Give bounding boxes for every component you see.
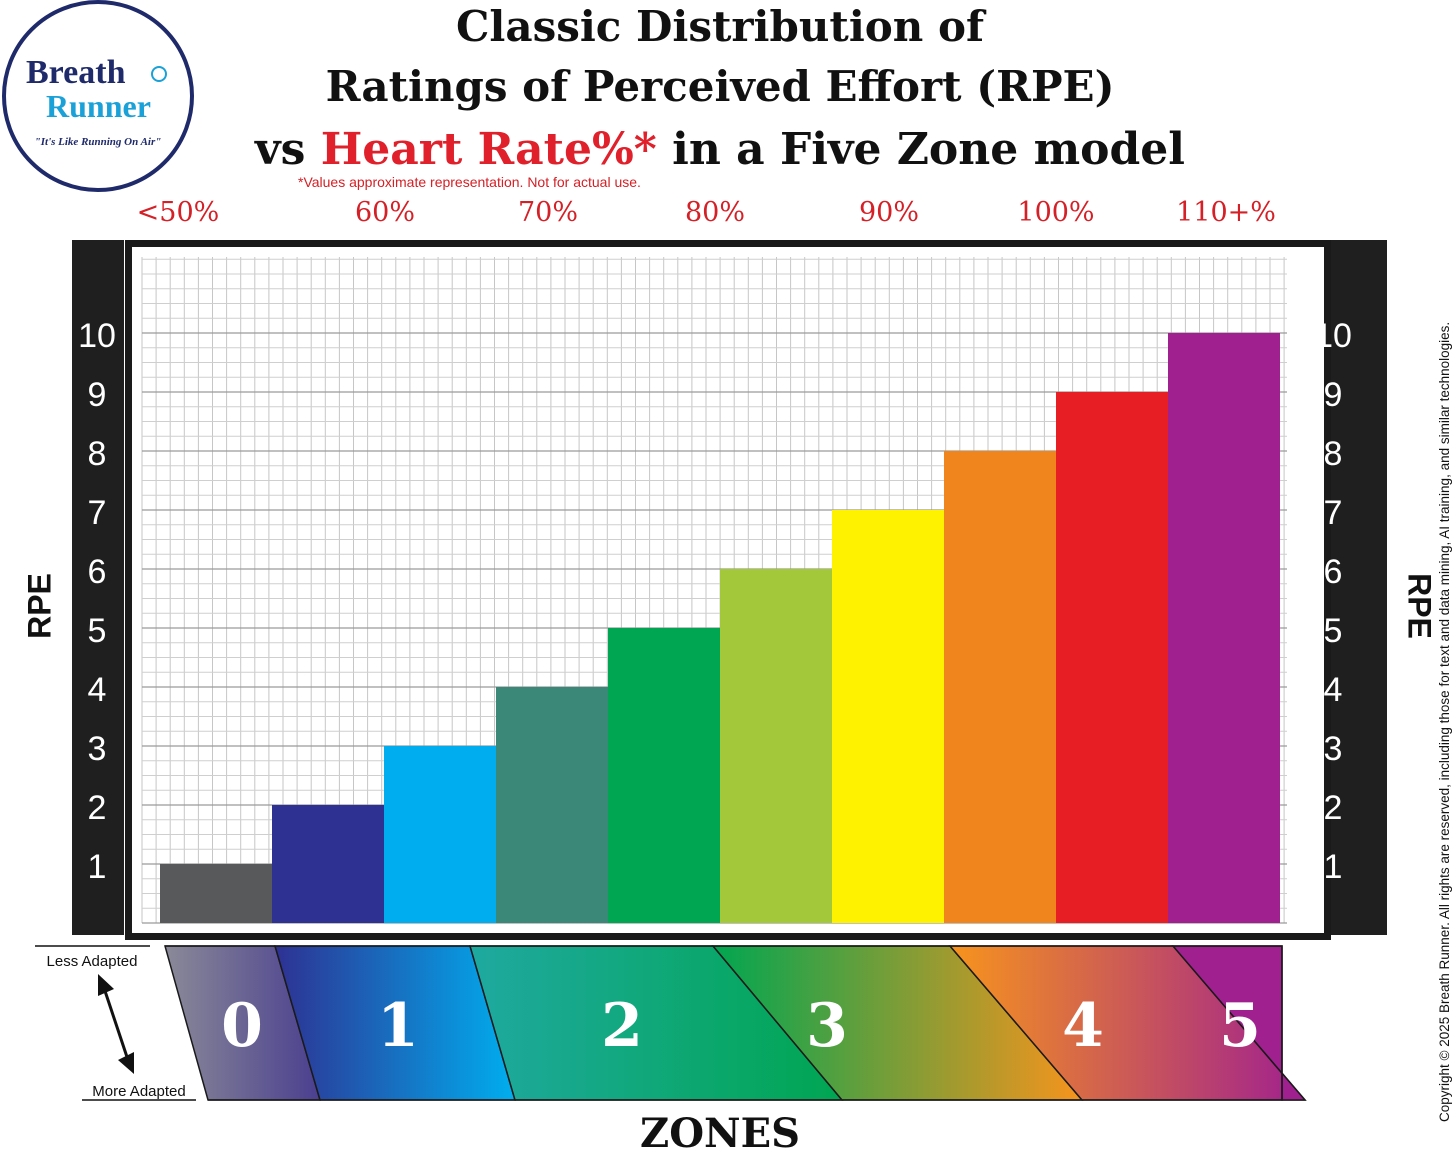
zone-label-1: 1 [377,991,419,1061]
y-tick-right: 8 [1324,435,1343,473]
bar-rpe-8 [944,451,1056,923]
bar-rpe-9 [1056,392,1168,923]
zones-axis-title: ZONES [640,1110,800,1157]
hr-label-2: 70% [517,197,579,228]
arrow-head-down-icon [118,1052,134,1074]
zone-strip-border [165,945,1283,1101]
y-tick-right: 4 [1324,671,1343,709]
footnote: *Values approximate representation. Not … [298,174,641,190]
title-highlight: Heart Rate%* [320,124,657,175]
zone-label-5: 5 [1219,991,1261,1061]
bar-rpe-4 [496,687,608,923]
y-tick-left: 4 [88,671,107,709]
logo-word-breath: Breath [26,54,126,91]
hr-label-5: 100% [1017,197,1095,228]
logo-tagline: "It's Like Running On Air" [34,136,162,148]
y-tick-right: 6 [1324,553,1343,591]
y-tick-left: 5 [88,612,107,650]
left-axis-bar [72,240,124,935]
breath-runner-logo: Breath Runner "It's Like Running On Air" [2,0,194,192]
hr-label-3: 80% [684,197,746,228]
y-tick-left: 10 [78,317,116,355]
y-tick-left: 3 [88,730,107,768]
zone-label-3: 3 [806,991,848,1061]
y-tick-left: 8 [88,435,107,473]
bar-rpe-5 [608,628,720,923]
y-tick-left: 1 [88,848,107,886]
y-tick-left: 7 [88,494,107,532]
y-tick-right: 3 [1324,730,1343,768]
y-tick-right: 7 [1324,494,1343,532]
zone-label-4: 4 [1062,991,1104,1061]
bar-rpe-3 [384,746,496,923]
chart-title-line1: Classic Distribution of [455,2,985,51]
less-adapted-label: Less Adapted [47,953,138,970]
y-tick-right: 1 [1324,848,1343,886]
logo-badge-icon [151,66,167,82]
y-tick-right: 9 [1324,376,1343,414]
zone-label-2: 2 [601,991,643,1061]
chart-title-line3: vs Heart Rate%* in a Five Zone model [200,124,1240,175]
title-prefix: vs [255,124,321,175]
y-tick-left: 6 [88,553,107,591]
hr-label-4: 90% [858,197,920,228]
adaptation-arrow-icon [102,987,130,1061]
copyright-notice: Copyright © 2025 Breath Runner. All righ… [1437,321,1452,1122]
bar-rpe-7 [832,510,944,923]
arrow-head-up-icon [98,974,114,996]
title-suffix: in a Five Zone model [656,124,1185,175]
y-tick-right: 5 [1324,612,1343,650]
more-adapted-label: More Adapted [92,1083,185,1100]
bar-rpe-6 [720,569,832,923]
logo-word-runner: Runner [46,88,151,124]
zone-label-0: 0 [221,991,263,1061]
bar-rpe-10 [1168,333,1280,923]
chart-title-line2: Ratings of Perceived Effort (RPE) [325,62,1115,111]
hr-label-0: <50% [136,197,220,228]
bar-rpe-1 [160,864,272,923]
bar-rpe-2 [272,805,384,923]
y-tick-left: 9 [88,376,107,414]
y-tick-right: 10 [1314,317,1352,355]
hr-label-1: 60% [354,197,416,228]
y-tick-left: 2 [88,789,107,827]
y-tick-right: 2 [1324,789,1343,827]
hr-label-6: 110+% [1176,197,1276,228]
